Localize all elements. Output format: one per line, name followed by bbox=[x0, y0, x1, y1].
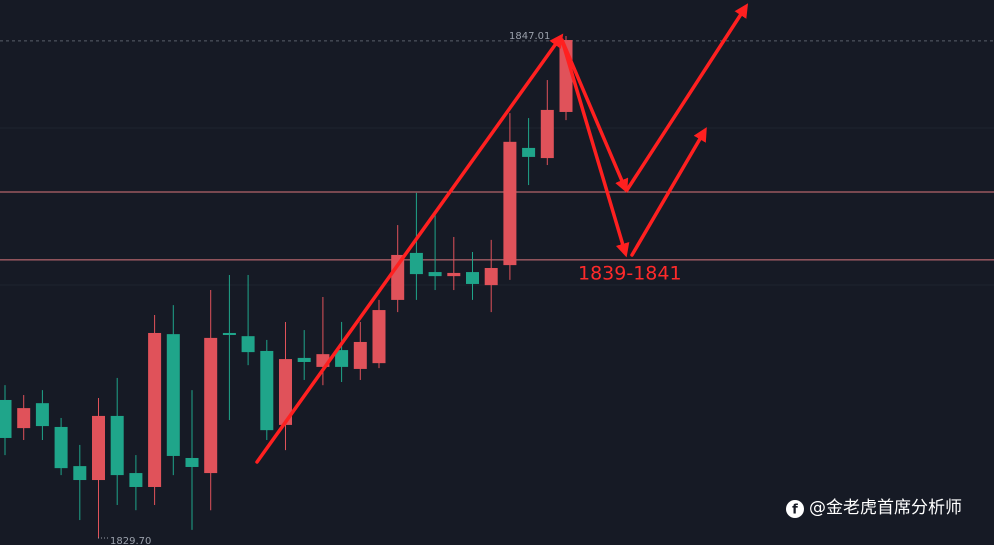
candle-body bbox=[522, 147, 536, 157]
candle-body bbox=[110, 415, 124, 476]
candle-body bbox=[279, 359, 292, 425]
arrow bbox=[630, 127, 707, 257]
high-marker-label: 1847.01 bbox=[509, 31, 550, 42]
candle-body bbox=[204, 337, 218, 474]
candle-body bbox=[353, 341, 367, 369]
candle-body bbox=[447, 272, 461, 277]
arrow bbox=[560, 38, 630, 258]
candle-body bbox=[540, 109, 554, 159]
candle-body bbox=[35, 403, 49, 427]
candle-body bbox=[241, 336, 255, 353]
candle-body bbox=[129, 473, 143, 487]
candle-body bbox=[297, 357, 311, 362]
candle-body bbox=[428, 272, 442, 277]
plot bbox=[0, 35, 994, 539]
candle-body bbox=[166, 334, 180, 456]
candle-body bbox=[17, 408, 31, 429]
watermark-icon: f bbox=[786, 500, 804, 518]
candle-body bbox=[0, 399, 12, 438]
arrow bbox=[560, 38, 629, 194]
candle-body bbox=[372, 310, 386, 364]
candle-body bbox=[222, 332, 236, 336]
candle-body bbox=[148, 332, 162, 487]
candle-body bbox=[185, 457, 199, 467]
svg-text:f: f bbox=[792, 503, 798, 518]
candle-body bbox=[92, 415, 105, 481]
candle-body bbox=[54, 426, 68, 469]
candle-body bbox=[260, 350, 274, 431]
candle-body bbox=[335, 350, 349, 367]
candle-body bbox=[466, 272, 479, 284]
arrow bbox=[255, 33, 564, 464]
level-label: 1839-1841 bbox=[578, 263, 682, 285]
watermark: @金老虎首席分析师 bbox=[809, 498, 962, 518]
candle-body bbox=[73, 466, 87, 481]
low-marker-label: 1829.70 bbox=[110, 536, 151, 545]
candle-body bbox=[484, 268, 498, 286]
candle-body bbox=[391, 254, 405, 300]
candle-body bbox=[409, 252, 423, 275]
arrow bbox=[625, 3, 749, 192]
annotation-arrows bbox=[255, 3, 749, 464]
candle-body bbox=[503, 141, 517, 266]
